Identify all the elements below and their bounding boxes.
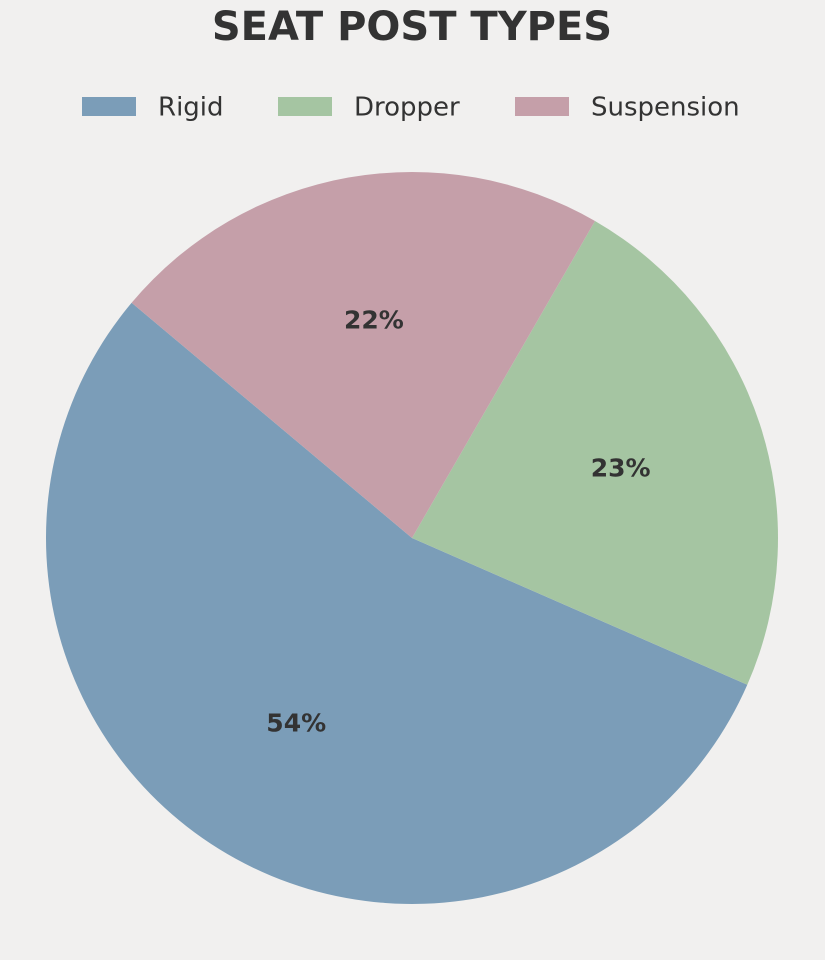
- pie-slice: [45, 302, 748, 904]
- chart-title: SEAT POST TYPES: [212, 4, 612, 50]
- legend-swatch: [515, 97, 569, 116]
- slice-label: 23%: [591, 453, 651, 482]
- legend-label: Dropper: [354, 93, 460, 123]
- legend-label: Suspension: [591, 93, 740, 123]
- slice-label: 54%: [266, 709, 326, 738]
- legend-swatch: [82, 97, 136, 116]
- slice-label: 22%: [344, 306, 404, 335]
- legend-swatch: [278, 97, 332, 116]
- legend-label: Rigid: [158, 93, 224, 123]
- pie-slice: [131, 172, 595, 538]
- pie-slice: [412, 221, 779, 685]
